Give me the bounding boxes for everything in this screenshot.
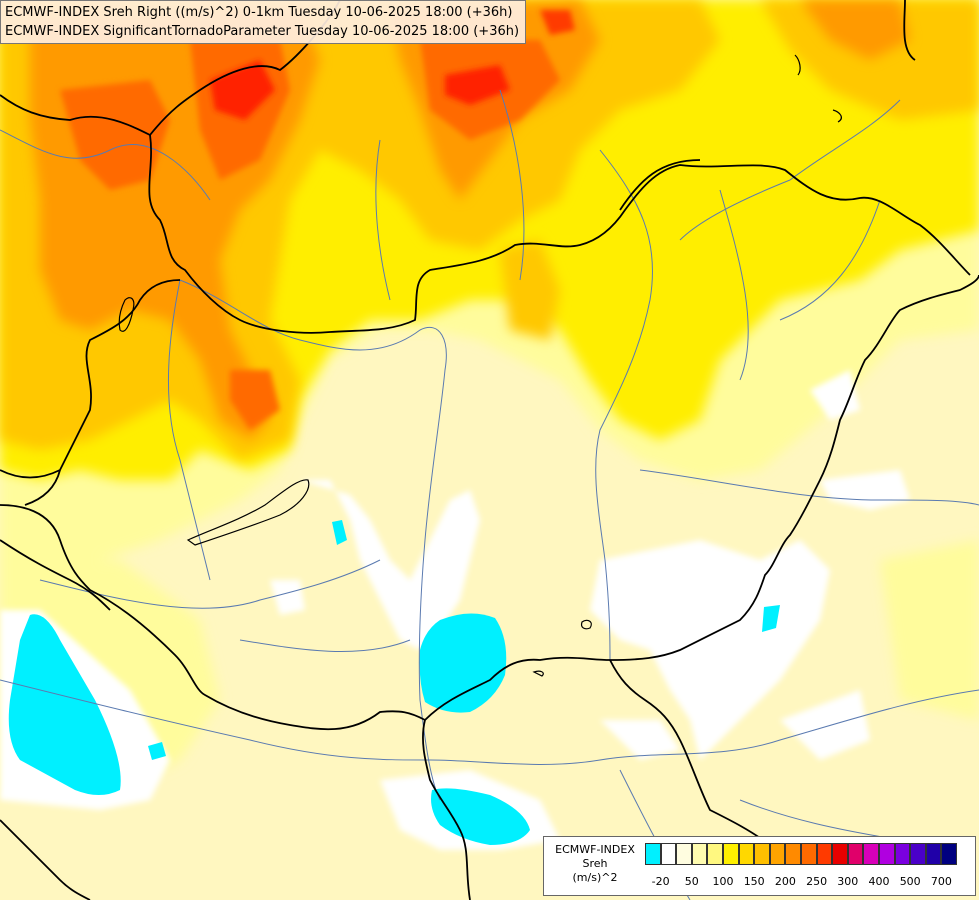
legend-swatch: [645, 843, 661, 865]
legend-tick-label: 250: [806, 875, 828, 888]
legend-swatch: [769, 843, 786, 865]
field-red: [210, 10, 575, 120]
legend-variable: Sreh: [582, 857, 608, 870]
legend-tick-label: 700: [930, 875, 952, 888]
color-legend: ECMWF-INDEX Sreh (m/s)^2 -20 50 100 150 200 2…: [543, 836, 976, 896]
legend-ticks: -20 50 100 150 200 250 300 400 500 700: [645, 875, 975, 891]
legend-tick-label: 150: [743, 875, 765, 888]
legend-swatch: [847, 843, 864, 865]
legend-swatch: [707, 843, 723, 865]
legend-swatch: [660, 843, 677, 865]
legend-swatch: [676, 843, 692, 865]
legend-units: (m/s)^2: [572, 871, 618, 884]
legend-swatch: [738, 843, 755, 865]
legend-swatch: [832, 843, 848, 865]
legend-tick-label: 300: [837, 875, 859, 888]
legend-tick-label: 100: [712, 875, 734, 888]
legend-tick-label: 500: [899, 875, 921, 888]
legend-swatch: [894, 843, 911, 865]
title-line-sreh: ECMWF-INDEX Sreh Right ((m/s)^2) 0-1km T…: [5, 5, 513, 20]
legend-swatches: [645, 843, 957, 865]
legend-swatch: [754, 843, 770, 865]
legend-swatch: [785, 843, 801, 865]
legend-label: ECMWF-INDEX Sreh (m/s)^2: [546, 843, 644, 885]
legend-swatch: [878, 843, 895, 865]
title-line-stp: ECMWF-INDEX SignificantTornadoParameter …: [5, 24, 520, 39]
legend-swatch: [863, 843, 879, 865]
legend-swatch: [941, 843, 957, 865]
legend-swatch: [816, 843, 833, 865]
field-cyan: [8, 520, 780, 845]
legend-swatch: [800, 843, 817, 865]
legend-tick-label: -20: [651, 875, 670, 888]
legend-swatch: [925, 843, 942, 865]
legend-tick-label: 400: [868, 875, 890, 888]
legend-swatch: [722, 843, 739, 865]
legend-swatch: [691, 843, 708, 865]
legend-swatch: [910, 843, 926, 865]
map-title-box: ECMWF-INDEX Sreh Right ((m/s)^2) 0-1km T…: [0, 0, 527, 44]
legend-tick-label: 50: [684, 875, 699, 888]
legend-source: ECMWF-INDEX: [555, 843, 635, 856]
rivers: [0, 89, 979, 900]
lakes: [118, 54, 842, 677]
legend-tick-label: 200: [774, 875, 796, 888]
